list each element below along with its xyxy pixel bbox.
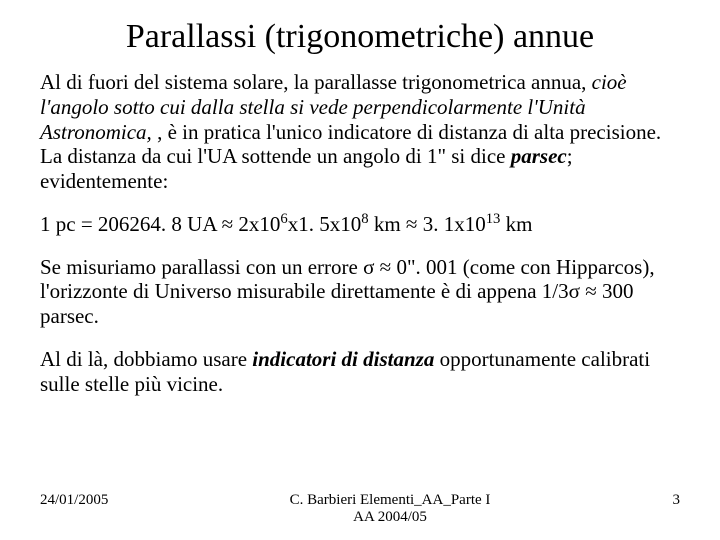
footer-center-line2: AA 2004/05 [353, 509, 427, 525]
footer-page: 3 [620, 492, 680, 509]
p3-bi: indicatori di distanza [252, 347, 434, 371]
f-approx-1: ≈ [222, 212, 234, 236]
p2-sigma1: σ [363, 255, 374, 279]
p2-sigma2: σ [569, 279, 580, 303]
p3-t1: Al di là, dobbiamo usare [40, 347, 252, 371]
slide-title: Parallassi (trigonometriche) annue [40, 18, 680, 56]
p2-approx2: ≈ [580, 279, 602, 303]
footer-date: 24/01/2005 [40, 492, 160, 509]
f-exp1: 6 [280, 211, 287, 227]
f-exp3: 13 [486, 211, 501, 227]
p2-t1: Se misuriamo parallassi con un errore [40, 255, 363, 279]
f-f: km [500, 212, 532, 236]
f-a: 1 pc = 206264. 8 UA [40, 212, 222, 236]
slide: Parallassi (trigonometriche) annue Al di… [0, 0, 720, 540]
f-b: 2x10 [233, 212, 280, 236]
p1-parsec: parsec [511, 144, 567, 168]
formula-line: 1 pc = 206264. 8 UA ≈ 2x106x1. 5x108 km … [40, 212, 680, 237]
footer-center: C. Barbieri Elementi_AA_Parte I AA 2004/… [160, 492, 620, 526]
footer: 24/01/2005 C. Barbieri Elementi_AA_Parte… [0, 492, 720, 526]
footer-center-line1: C. Barbieri Elementi_AA_Parte I [290, 492, 491, 508]
f-approx-2: ≈ [406, 212, 418, 236]
p1-text-1: Al di fuori del sistema solare, la paral… [40, 70, 592, 94]
paragraph-3: Al di là, dobbiamo usare indicatori di d… [40, 347, 680, 397]
paragraph-1: Al di fuori del sistema solare, la paral… [40, 70, 680, 194]
paragraph-2: Se misuriamo parallassi con un errore σ … [40, 255, 680, 329]
f-e: 3. 1x10 [417, 212, 485, 236]
f-d: km [369, 212, 406, 236]
p2-approx1: ≈ [374, 255, 396, 279]
f-exp2: 8 [361, 211, 368, 227]
f-c: x1. 5x10 [288, 212, 362, 236]
